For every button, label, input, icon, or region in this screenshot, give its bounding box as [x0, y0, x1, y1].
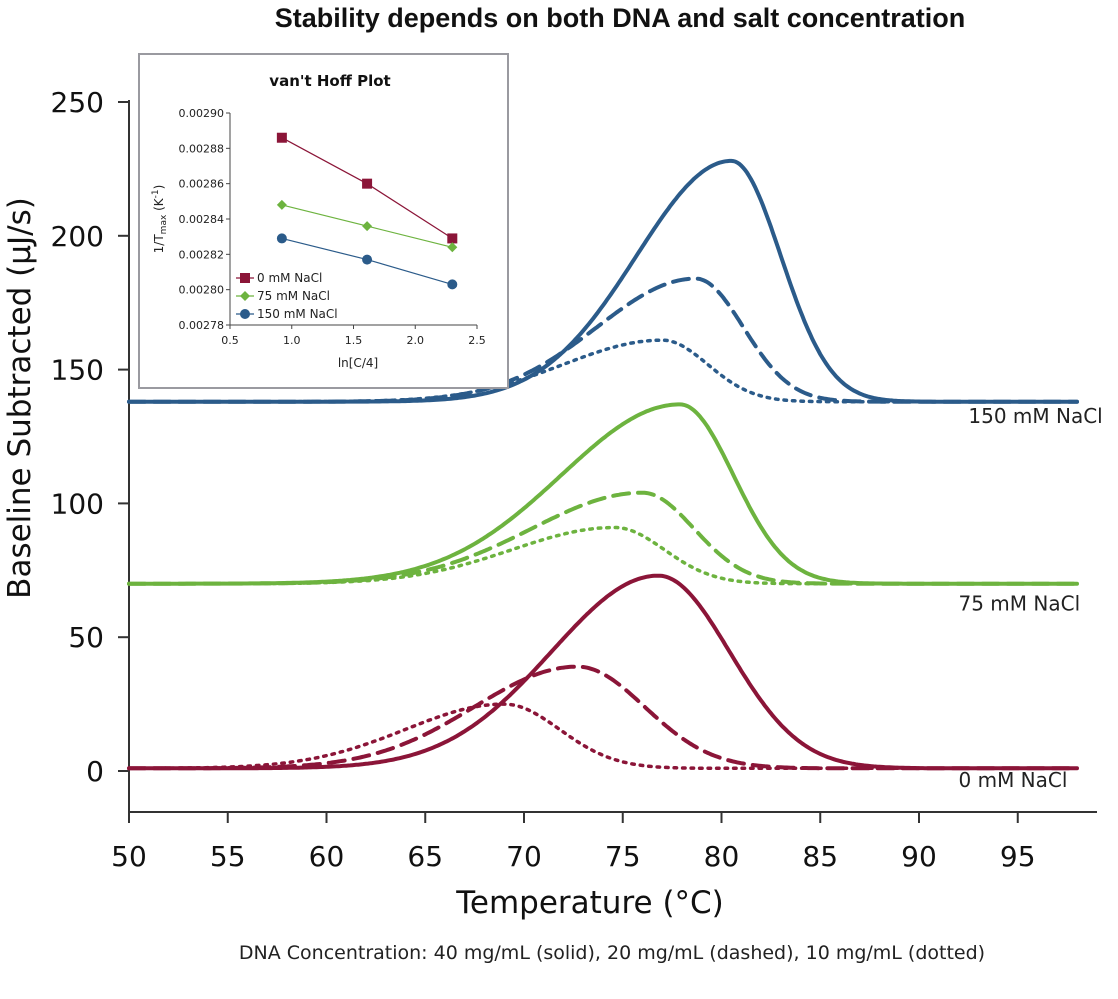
x-tick-label: 75 [605, 840, 641, 873]
inset-title: van't Hoff Plot [269, 72, 390, 90]
y-tick-label: 200 [51, 220, 104, 253]
curve-dotted [127, 702, 1079, 771]
chart-title: Stability depends on both DNA and salt c… [275, 3, 966, 33]
curve-dashed [127, 664, 1079, 771]
inset-legend: 0 mM NaCl 75 mM NaCl 150 mM NaCl [236, 271, 338, 321]
inset-y-tick-label: 0.00288 [179, 142, 225, 155]
y-tick-label: 250 [51, 86, 104, 119]
x-tick-label: 55 [210, 840, 246, 873]
inset-legend-label: 0 mM NaCl [257, 271, 322, 285]
inset-y-ticks: 0.00278 0.00280 0.00282 0.00284 0.00286 0.002… [179, 107, 230, 332]
inset-data-point [447, 233, 458, 244]
curve-dotted [127, 338, 1079, 404]
y-tick-label: 0 [86, 755, 104, 788]
inset-legend-marker [240, 309, 250, 319]
inset-y-label-part: ) [152, 185, 166, 190]
curve-dashed [127, 490, 1079, 586]
curve-labels: 150 mM NaCl 75 mM NaCl 0 mM NaCl [959, 404, 1103, 792]
inset-data-point [447, 242, 458, 253]
inset-y-tick-label: 0.00282 [179, 248, 225, 261]
x-tick-label: 65 [407, 840, 443, 873]
inset-legend-label: 150 mM NaCl [257, 307, 338, 321]
inset-y-tick-label: 0.00286 [179, 178, 225, 191]
main-plot: 0 50 100 150 200 250 50 55 60 65 70 75 80 85 90 95 150… [2, 86, 1103, 964]
curve-dotted [127, 525, 1079, 586]
inset-x-tick-label: 2.5 [468, 334, 486, 347]
x-tick-label: 85 [802, 840, 838, 873]
inset-frame [138, 53, 509, 389]
x-tick-label: 50 [111, 840, 147, 873]
inset-x-tick-label: 2.0 [407, 334, 425, 347]
x-tick-label: 90 [901, 840, 937, 873]
curve-solid [127, 402, 1079, 586]
inset-y-tick-label: 0.00290 [179, 107, 225, 120]
inset-x-tick-label: 1.0 [283, 334, 301, 347]
inset-y-label-part: (K [152, 197, 166, 214]
x-tick-label: 60 [309, 840, 345, 873]
inset-data-point [362, 178, 373, 189]
inset-x-tick-label: 0.5 [221, 334, 239, 347]
x-tick-label: 95 [1000, 840, 1036, 873]
inset-legend-marker [240, 273, 250, 283]
inset-x-axis-label: ln[C/4] [338, 356, 378, 370]
y-tick-label: 150 [51, 354, 104, 387]
inset-y-label-part: 1/T [152, 234, 166, 254]
inset-x-ticks: 0.5 1.0 1.5 2.0 2.5 [221, 325, 486, 347]
inset-y-label-sup: -1 [151, 189, 161, 198]
inset-data-point [447, 279, 458, 290]
inset-data-point [362, 221, 373, 232]
inset-data-point [362, 254, 373, 265]
caption: DNA Concentration: 40 mg/mL (solid), 20 … [239, 942, 985, 964]
inset-data-point [276, 233, 287, 244]
inset-data-point [276, 199, 287, 210]
y-axis-label: Baseline Subtracted (µJ/s) [2, 197, 38, 599]
curve-label: 75 mM NaCl [959, 591, 1081, 615]
inset-series [276, 132, 458, 290]
x-tick-label: 70 [506, 840, 542, 873]
inset-y-tick-label: 0.00278 [179, 319, 225, 332]
y-ticks: 0 50 100 150 200 250 [51, 86, 129, 788]
inset-y-tick-label: 0.00284 [179, 213, 225, 226]
x-tick-label: 80 [704, 840, 740, 873]
curves [127, 158, 1079, 771]
y-tick-label: 100 [51, 487, 104, 520]
inset-vant-hoff-plot: van't Hoff Plot 0.002780.002800.002820.0… [138, 53, 509, 389]
curve-solid [127, 573, 1079, 771]
inset-y-label-sub: max [159, 214, 169, 234]
x-ticks: 50 55 60 65 70 75 80 85 90 95 [111, 812, 1036, 873]
y-tick-label: 50 [68, 621, 104, 654]
x-axis-label: Temperature (°C) [455, 885, 724, 921]
inset-data-point [276, 132, 287, 143]
inset-y-tick-label: 0.00280 [179, 284, 225, 297]
curve-label: 150 mM NaCl [968, 404, 1102, 428]
inset-legend-label: 75 mM NaCl [257, 289, 330, 303]
curve-label: 0 mM NaCl [959, 768, 1068, 792]
inset-y-axis-label: 1/Tmax (K-1) [151, 185, 169, 254]
inset-legend-marker [240, 291, 250, 301]
inset-x-tick-label: 1.5 [345, 334, 363, 347]
